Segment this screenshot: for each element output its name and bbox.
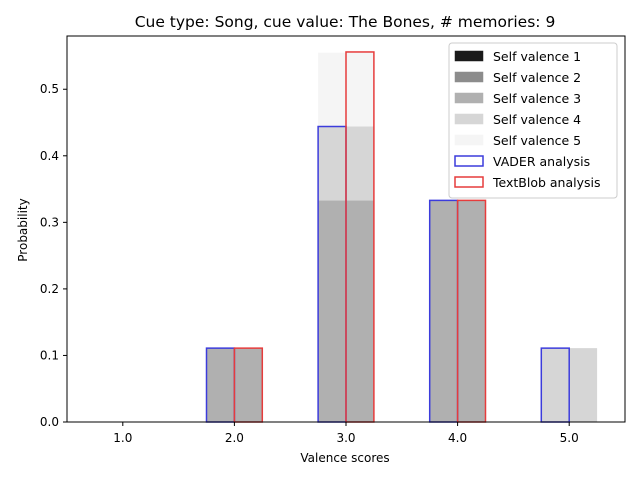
bar-self-valence-3-textblob-2 [234,348,263,422]
bar-self-valence-3-textblob-3 [346,200,374,422]
legend-label: Self valence 3 [493,91,581,106]
legend-swatch [454,50,484,62]
chart-title: Cue type: Song, cue value: The Bones, # … [135,13,556,31]
x-tick-label: 2.0 [225,431,244,445]
bar-self-valence-4-textblob-3 [346,126,374,201]
x-axis-label: Valence scores [300,451,389,465]
axes: 1.0 2.0 3.0 4.0 5.0 0.0 0.1 0.2 0.3 0.4 0.5 [40,35,626,445]
legend-box [448,42,618,199]
y-tick-label: 0.1 [40,348,59,362]
legend-swatch [454,92,484,104]
y-tick-label: 0.0 [40,415,59,429]
legend-swatch [454,176,484,188]
x-tick-label: 5.0 [560,431,579,445]
x-tick-label: 4.0 [448,431,467,445]
legend-label: Self valence 5 [493,133,581,148]
bar-self-valence-5-textblob-3 [346,52,374,127]
y-tick-label: 0.2 [40,282,59,296]
bar-self-valence-4-vader-5 [541,348,570,422]
y-tick-label: 0.5 [40,82,59,96]
plot-area [205,51,598,423]
y-tick-label: 0.3 [40,215,59,229]
legend-label: Self valence 4 [493,112,581,127]
x-tick-label: 3.0 [336,431,355,445]
legend-label: Self valence 1 [493,49,581,64]
legend-swatch [454,155,484,167]
bar-self-valence-3-vader-3 [318,200,346,422]
y-axis-label: Probability [16,198,30,261]
legend-swatch [454,134,484,146]
legend-label: TextBlob analysis [492,175,601,190]
bar-self-valence-5-vader-3 [318,52,346,127]
bar-self-valence-3-vader-2 [206,348,235,422]
bar-self-valence-4-textblob-5 [569,348,598,422]
x-tick-label: 1.0 [113,431,132,445]
bar-self-valence-3-textblob-4 [457,200,486,422]
bar-self-valence-3-vader-4 [429,200,458,422]
y-tick-label: 0.4 [40,149,59,163]
legend-swatch [454,113,484,125]
bar-self-valence-4-vader-3 [318,126,346,201]
legend-swatch [454,71,484,83]
legend: Self valence 1 Self valence 2 Self valence… [448,42,618,199]
legend-label: VADER analysis [493,154,590,169]
legend-label: Self valence 2 [493,70,581,85]
